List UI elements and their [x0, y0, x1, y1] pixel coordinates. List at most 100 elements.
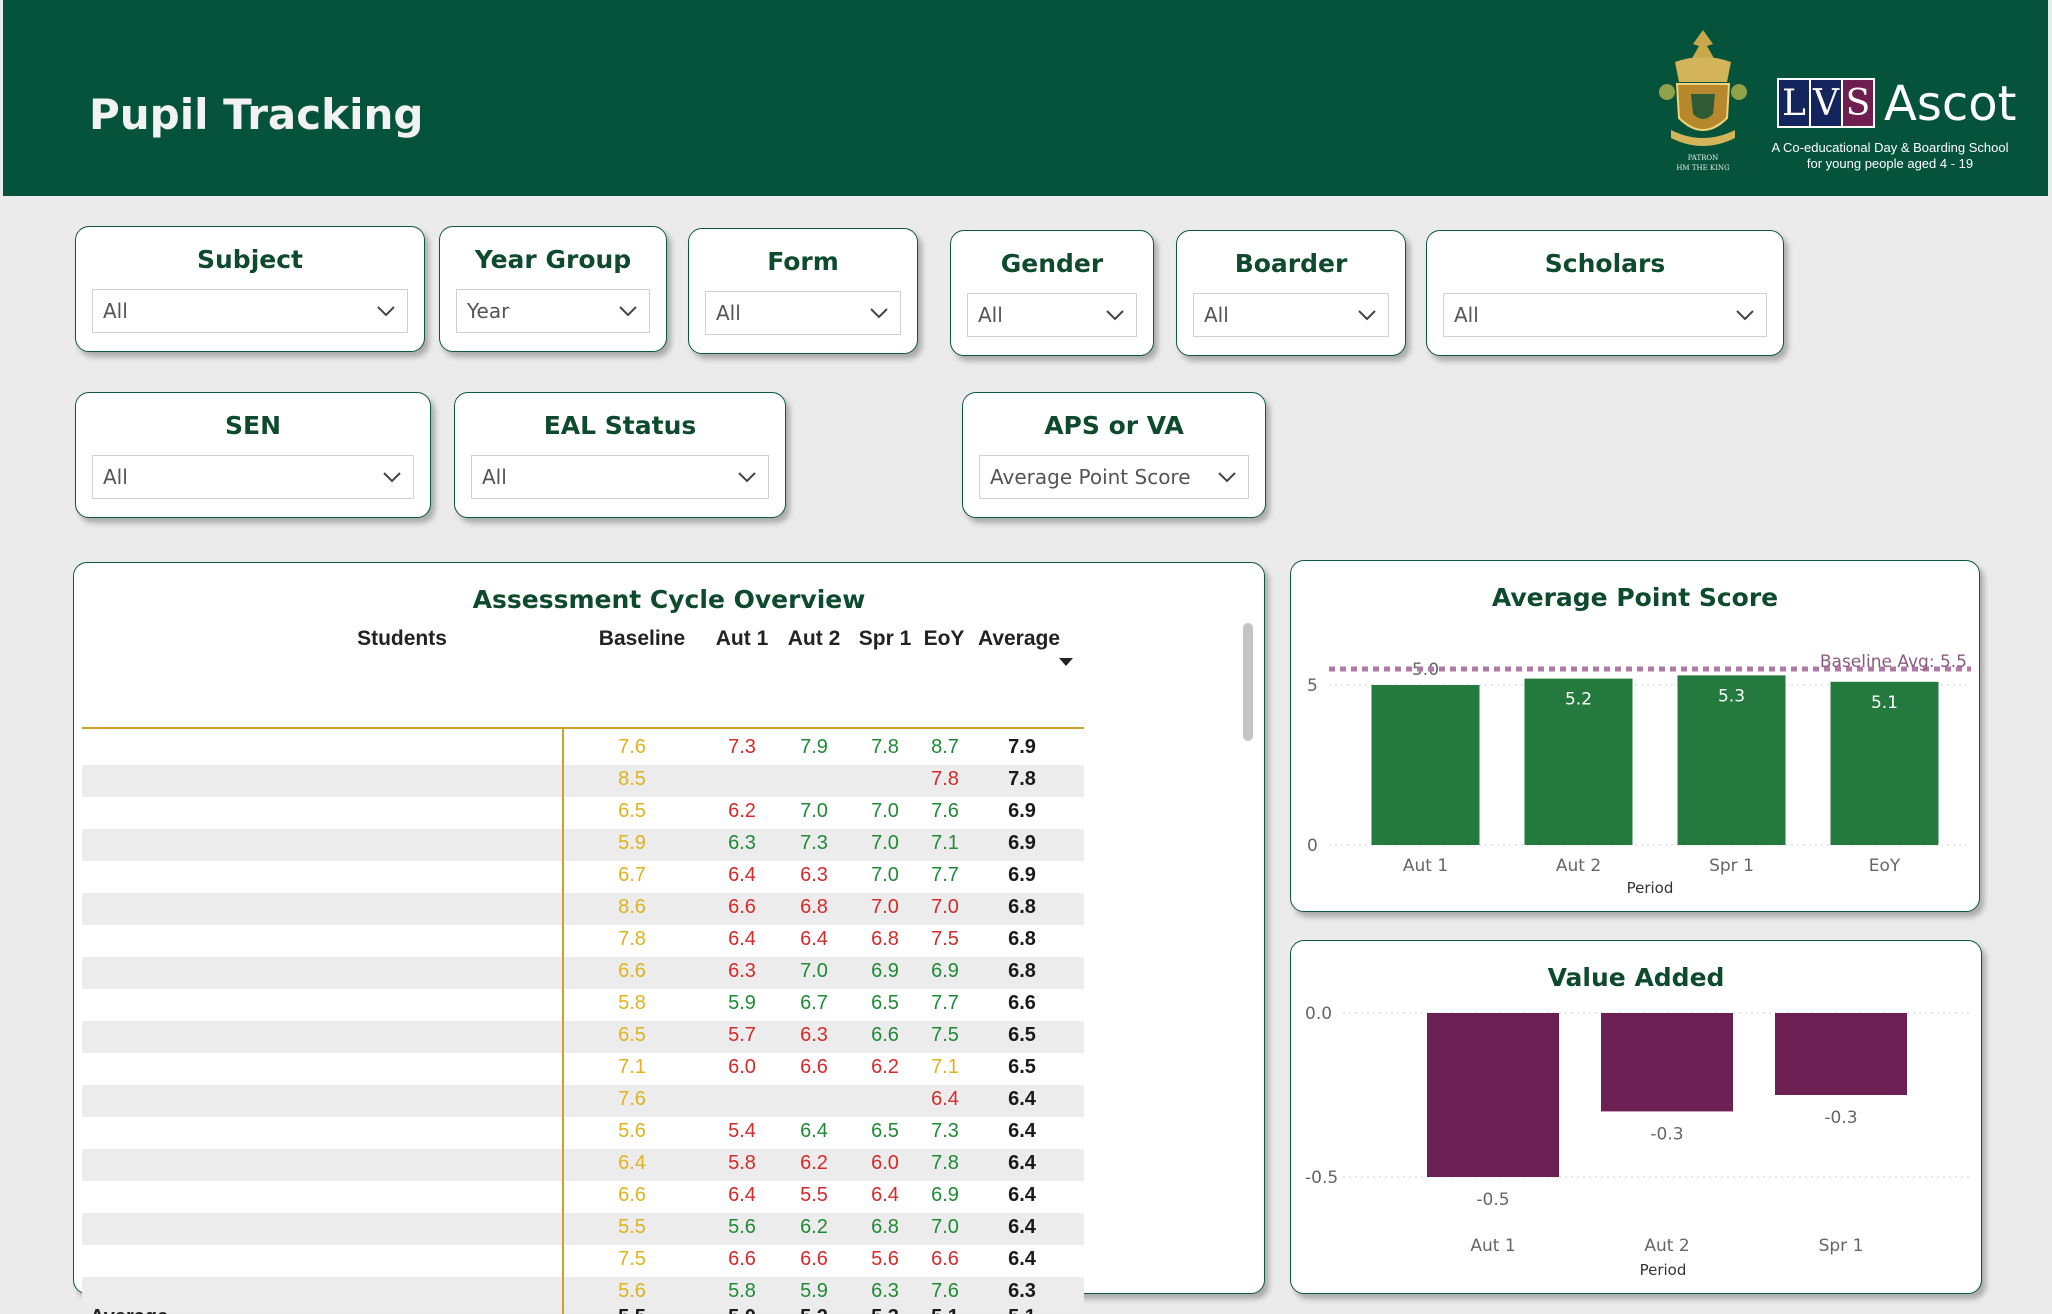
- chevron-down-icon: [738, 472, 756, 483]
- bar: [1427, 1013, 1559, 1177]
- gender-dropdown[interactable]: All: [967, 293, 1137, 337]
- aps-bar-chart: 5 0 5.0 Aut 1 5.2 Aut 2 5.3 Spr 1 5.1 EoY Baseline…: [1307, 652, 1971, 897]
- table-cell: 6.4: [728, 928, 756, 950]
- table-cell: 7.8: [931, 1152, 959, 1174]
- table-cell: 7.6: [931, 800, 959, 822]
- eal-status-dropdown[interactable]: All: [471, 455, 769, 499]
- sen-dropdown[interactable]: All: [92, 455, 414, 499]
- col-header-aut2[interactable]: Aut 2: [787, 627, 841, 650]
- filter-gender-label: Gender: [1000, 249, 1104, 278]
- table-row[interactable]: 5.8 5.9 6.7 6.5 7.7 6.6: [82, 989, 1084, 1021]
- table-row[interactable]: 6.5 5.7 6.3 6.6 7.5 6.5: [82, 1021, 1084, 1053]
- table-cell: 6.6: [618, 1184, 646, 1206]
- table-cell: 6.5: [871, 992, 899, 1014]
- table-cell: 6.5: [618, 800, 646, 822]
- filter-eal-status-label: EAL Status: [543, 411, 697, 440]
- x-tick-label: Spr 1: [1819, 1236, 1864, 1256]
- table-cell: 6.4: [1008, 1248, 1036, 1270]
- col-header-baseline[interactable]: Baseline: [598, 627, 686, 650]
- table-row[interactable]: 6.6 6.3 7.0 6.9 6.9 6.8: [82, 957, 1084, 989]
- table-cell: 6.6: [1008, 992, 1036, 1014]
- table-cell: 6.0: [728, 1056, 756, 1078]
- bar: [1677, 675, 1786, 845]
- table-row[interactable]: 8.6 6.6 6.8 7.0 7.0 6.8: [82, 893, 1084, 925]
- bar: [1601, 1013, 1733, 1112]
- col-header-average[interactable]: Average: [977, 627, 1061, 650]
- assessment-overview-title: Assessment Cycle Overview: [472, 585, 866, 614]
- table-cell: 8.5: [618, 768, 646, 790]
- table-cell: 6.2: [800, 1152, 828, 1174]
- y-tick-label: 0.0: [1305, 1004, 1332, 1024]
- table-cell: 6.4: [1008, 1088, 1036, 1110]
- table-cell: 6.9: [1008, 800, 1036, 822]
- table-cell: 8.6: [618, 896, 646, 918]
- x-tick-label: Aut 2: [1644, 1236, 1689, 1256]
- subject-dropdown[interactable]: All: [92, 289, 408, 333]
- table-cell: 6.3: [871, 1280, 899, 1302]
- col-header-aut1[interactable]: Aut 1: [715, 627, 769, 650]
- table-row[interactable]: 7.6 7.3 7.9 7.8 8.7 7.9: [82, 733, 1084, 765]
- table-row[interactable]: 5.6 5.4 6.4 6.5 7.3 6.4: [82, 1117, 1084, 1149]
- table-cell: 6.6: [728, 896, 756, 918]
- logo-tagline: A Co-educational Day & Boarding School f…: [1765, 140, 2015, 172]
- table-row[interactable]: 7.5 6.6 6.6 5.6 6.6 6.4: [82, 1245, 1084, 1277]
- table-scrollbar[interactable]: [1243, 623, 1253, 741]
- crest-caption-2: HM THE KING: [1676, 164, 1730, 172]
- table-cell: 5.4: [728, 1120, 756, 1142]
- table-cell: 5.8: [728, 1280, 756, 1302]
- x-axis-title: Period: [1627, 879, 1674, 897]
- table-row[interactable]: 8.5 7.8 7.8: [82, 765, 1084, 797]
- total-aut1: 5.0: [712, 1306, 772, 1314]
- table-row[interactable]: 6.5 6.2 7.0 7.0 7.6 6.9: [82, 797, 1084, 829]
- filter-aps-or-va: APS or VA Average Point Score: [962, 392, 1266, 518]
- filter-form: Form All: [688, 228, 918, 354]
- filter-subject: Subject All: [75, 226, 425, 352]
- table-row[interactable]: 7.6 6.4 6.4: [82, 1085, 1084, 1117]
- table-cell: 6.3: [1008, 1280, 1036, 1302]
- crest-caption: PATRON: [1688, 154, 1719, 162]
- col-header-spr1[interactable]: Spr 1: [858, 627, 912, 650]
- y-tick-label: 0: [1307, 836, 1318, 856]
- filter-boarder: Boarder All: [1176, 230, 1406, 356]
- col-header-students[interactable]: Students: [357, 627, 447, 650]
- table-cell: 5.6: [871, 1248, 899, 1270]
- school-crest-icon: PATRON HM THE KING: [1659, 30, 1747, 172]
- table-row[interactable]: 7.1 6.0 6.6 6.2 7.1 6.5: [82, 1053, 1084, 1085]
- table-cell: 7.3: [800, 832, 828, 854]
- table-row[interactable]: 7.8 6.4 6.4 6.8 7.5 6.8: [82, 925, 1084, 957]
- table-cell: 6.4: [1008, 1152, 1036, 1174]
- table-cell: 6.0: [871, 1152, 899, 1174]
- boarder-dropdown[interactable]: All: [1193, 293, 1389, 337]
- table-cell: 6.4: [1008, 1184, 1036, 1206]
- students-divider: [562, 727, 564, 1314]
- va-chart-title: Value Added: [1547, 963, 1725, 992]
- aps-or-va-dropdown[interactable]: Average Point Score: [979, 455, 1249, 499]
- col-header-eoy[interactable]: EoY: [923, 627, 965, 650]
- filter-year-group-label: Year Group: [474, 245, 632, 274]
- year-group-dropdown[interactable]: Year: [456, 289, 650, 333]
- form-dropdown[interactable]: All: [705, 291, 901, 335]
- logo-letter-s: S: [1841, 78, 1875, 128]
- sen-dropdown-value: All: [103, 465, 128, 489]
- page-title: Pupil Tracking: [89, 90, 424, 139]
- header-banner: Pupil Tracking PATRON HM THE KING L V S …: [3, 0, 2048, 196]
- scholars-dropdown[interactable]: All: [1443, 293, 1767, 337]
- table-cell: 6.9: [1008, 864, 1036, 886]
- chevron-down-icon: [383, 472, 401, 483]
- aps-chart-title: Average Point Score: [1491, 583, 1779, 612]
- logo-name: Ascot: [1884, 76, 2017, 132]
- table-cell: 7.1: [618, 1056, 646, 1078]
- va-chart-card: Value Added 0.0 -0.5 -0.5 Aut 1 -0.3 Aut 2 -0.…: [1290, 940, 1982, 1294]
- table-cell: 6.9: [871, 960, 899, 982]
- table-row[interactable]: 6.7 6.4 6.3 7.0 7.7 6.9: [82, 861, 1084, 893]
- table-cell: 6.5: [1008, 1024, 1036, 1046]
- sort-desc-icon[interactable]: [1058, 657, 1074, 667]
- table-row[interactable]: 6.4 5.8 6.2 6.0 7.8 6.4: [82, 1149, 1084, 1181]
- table-row[interactable]: 5.6 5.8 5.9 6.3 7.6 6.3: [82, 1277, 1084, 1309]
- scholars-dropdown-value: All: [1454, 303, 1479, 327]
- table-cell: 6.8: [1008, 960, 1036, 982]
- table-row[interactable]: 5.5 5.6 6.2 6.8 7.0 6.4: [82, 1213, 1084, 1245]
- table-row[interactable]: 5.9 6.3 7.3 7.0 7.1 6.9: [82, 829, 1084, 861]
- table-cell: 7.5: [931, 928, 959, 950]
- table-row[interactable]: 6.6 6.4 5.5 6.4 6.9 6.4: [82, 1181, 1084, 1213]
